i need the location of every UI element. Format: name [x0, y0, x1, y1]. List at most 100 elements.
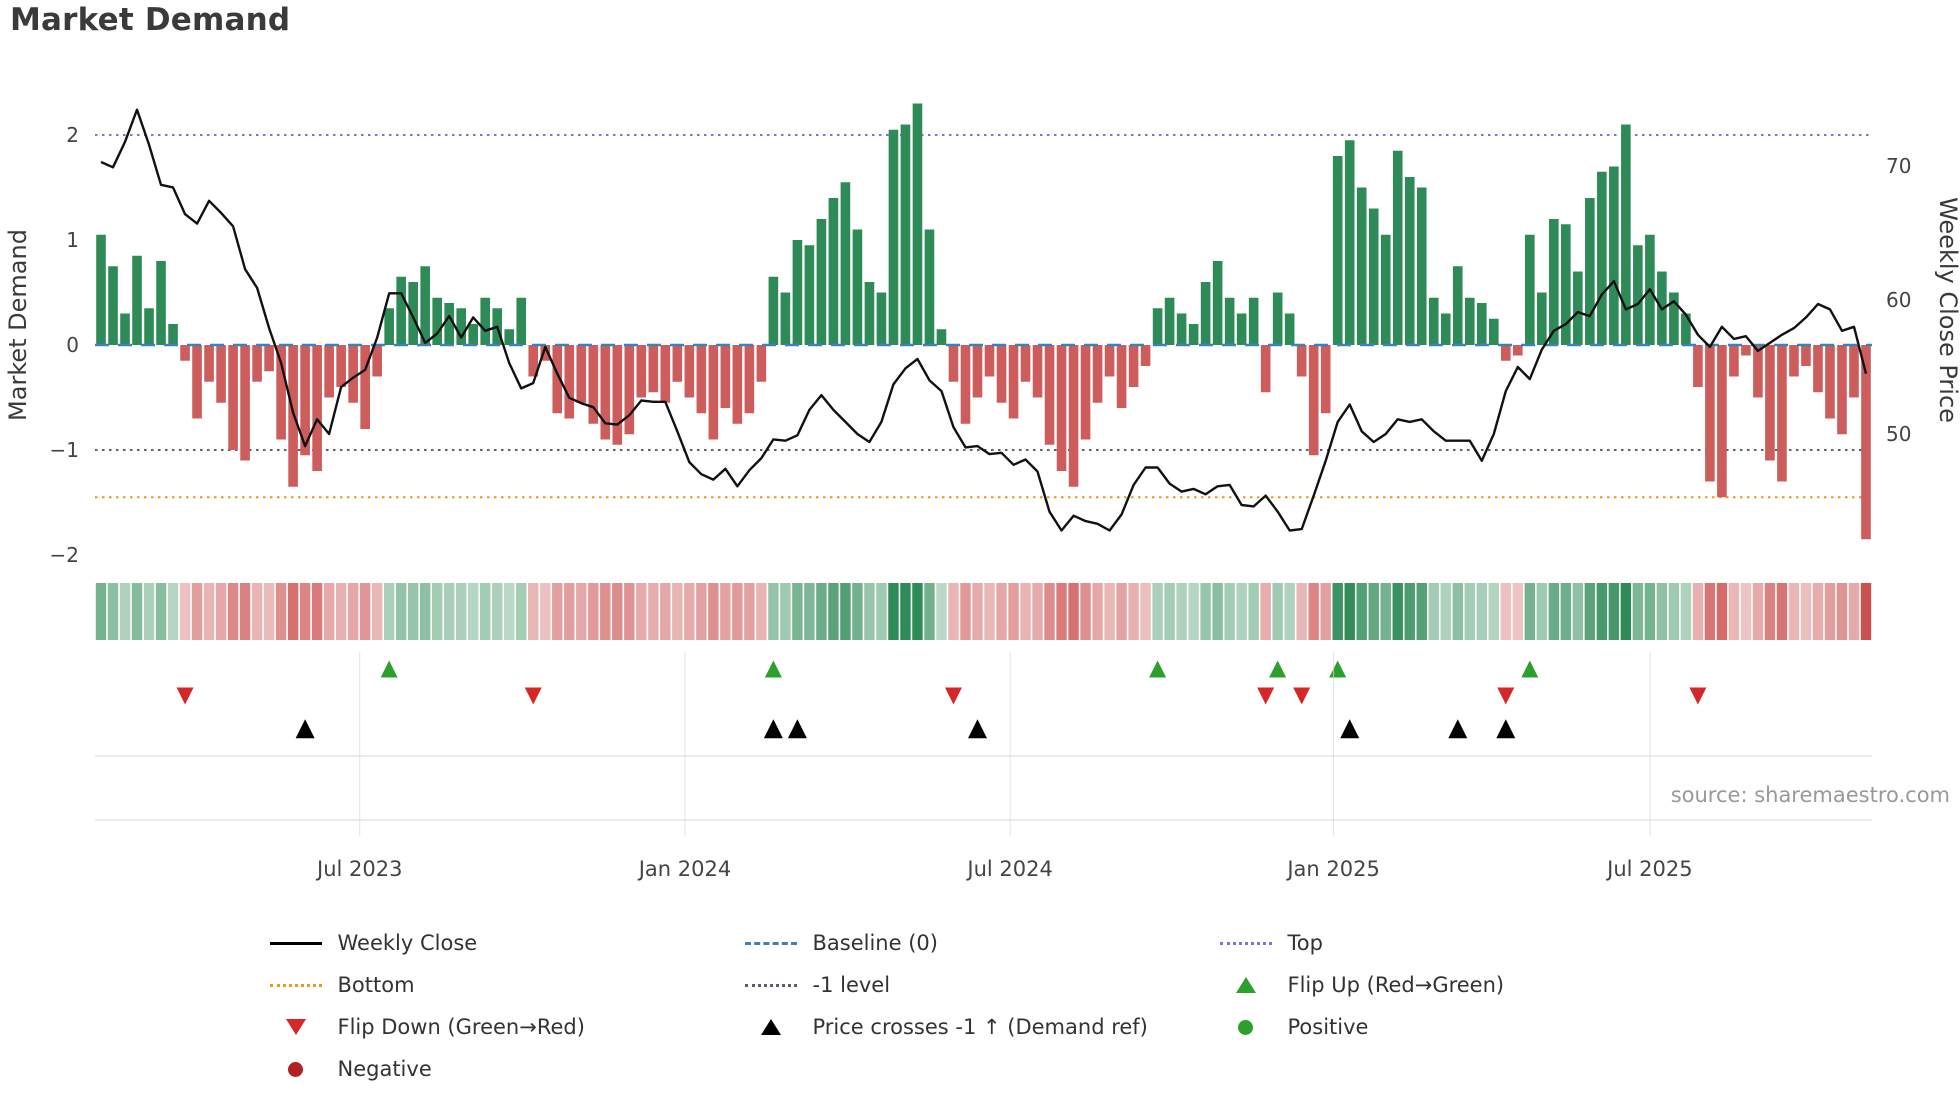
price-crosses-1-demand-ref-icon [743, 1018, 799, 1036]
top-icon [1218, 941, 1274, 945]
y-axis-label-left: Market Demand [4, 229, 32, 421]
y-tick-label-left: 0 [66, 333, 79, 357]
demand-bar-negative [1705, 345, 1715, 482]
heatmap-cell [299, 583, 311, 640]
demand-bar-negative [636, 345, 647, 398]
demand-bar-negative [1849, 345, 1859, 398]
demand-bar-positive [1597, 171, 1607, 345]
heatmap-cell [143, 583, 155, 640]
heatmap-cell [960, 583, 971, 640]
demand-bar-positive [120, 313, 130, 345]
demand-bar-negative [300, 345, 310, 456]
heatmap-cell [684, 583, 695, 640]
legend-label: Positive [1287, 1015, 1369, 1039]
demand-bar-positive [1284, 313, 1295, 345]
heatmap-cell [672, 583, 683, 640]
demand-bar-negative [996, 345, 1007, 403]
heatmap-cell [1248, 583, 1259, 640]
demand-bar-positive [864, 282, 875, 345]
x-tick-label: Jul 2023 [315, 857, 402, 881]
heatmap-cell [1380, 583, 1391, 640]
heatmap-cell [1260, 583, 1271, 640]
heatmap-cell [480, 583, 491, 640]
heatmap-cell [407, 583, 419, 640]
legend-label: Flip Down (Green→Red) [337, 1015, 585, 1039]
legend-label: Flip Up (Red→Green) [1287, 973, 1505, 997]
y-axis-label-right: Weekly Close Price [1934, 197, 1960, 423]
demand-bar-negative [1765, 345, 1775, 461]
heatmap-cell [1152, 583, 1163, 640]
demand-bar-negative [1837, 345, 1847, 435]
demand-bar-negative [972, 345, 983, 398]
price-cross-marker-icon [787, 719, 807, 739]
flip-down-marker-icon [176, 687, 194, 705]
heatmap-cell [371, 583, 383, 640]
x-tick-label: Jan 2025 [1285, 857, 1380, 881]
legend-label: Price crosses -1 ↑ (Demand ref) [812, 1015, 1148, 1039]
heatmap-cell [552, 583, 563, 640]
heatmap-cell [744, 583, 755, 640]
flip-down-green-red-icon [268, 1018, 324, 1036]
flip-down-marker-icon [1293, 687, 1311, 705]
demand-bar-negative [312, 345, 322, 471]
demand-bar-positive [816, 219, 827, 345]
heatmap-cell [1608, 583, 1620, 640]
demand-bar-positive [468, 324, 479, 345]
demand-bar-positive [1476, 303, 1487, 345]
demand-bar-negative [252, 345, 262, 382]
demand-bar-negative [1729, 345, 1739, 377]
demand-bar-negative [372, 345, 382, 377]
demand-bar-negative [1008, 345, 1019, 419]
heatmap-cell [876, 583, 887, 640]
lower-panel-grid [95, 652, 1872, 836]
heatmap-cell [1224, 583, 1235, 640]
demand-bar-positive [96, 234, 106, 345]
legend-item-positive: Positive [1218, 1012, 1693, 1042]
price-cross-marker-icon [295, 719, 315, 739]
baseline-0-icon [743, 941, 799, 945]
heatmap-cell [1032, 583, 1043, 640]
reference-lines [95, 134, 1872, 499]
heatmap-cell [1428, 583, 1439, 640]
demand-bar-positive [924, 229, 935, 345]
demand-bar-positive [1537, 292, 1547, 345]
demand-bar-negative [264, 345, 274, 372]
demand-bar-negative [1260, 345, 1271, 393]
heatmap-cell [1680, 583, 1692, 640]
heatmap-cell [1632, 583, 1644, 640]
demand-bar-positive [780, 292, 791, 345]
heatmap-cell [95, 583, 107, 640]
demand-bar-positive [444, 303, 455, 345]
heatmap-cell [516, 583, 527, 640]
y-tick-label-left: −1 [50, 438, 79, 462]
heatmap-cell [1668, 583, 1680, 640]
demand-bar-negative [1056, 345, 1067, 471]
heatmap-cell [179, 583, 191, 640]
heatmap-cell [696, 583, 707, 640]
demand-bar-positive [156, 261, 166, 345]
demand-bar-negative [228, 345, 238, 450]
demand-bar-negative [744, 345, 755, 414]
demand-bar-negative [1296, 345, 1307, 377]
heatmap-cell [1800, 583, 1812, 640]
demand-bar-positive [1561, 224, 1571, 345]
flip-up-marker-icon [380, 660, 398, 678]
legend-grid: Weekly Close Baseline (0) Top Bottom -1 leve… [268, 928, 1693, 1084]
x-tick-label: Jul 2024 [965, 857, 1052, 881]
heatmap-cell [1392, 583, 1403, 640]
demand-bar-positive [1392, 150, 1403, 345]
heatmap-cell [564, 583, 575, 640]
demand-bar-positive [144, 308, 154, 345]
flip-down-marker-icon [1689, 687, 1707, 705]
negative-icon [268, 1061, 324, 1077]
heatmap-cell [1572, 583, 1584, 640]
heatmap-cell [1824, 583, 1836, 640]
heatmap-cell [1656, 583, 1668, 640]
heatmap-cell [1488, 583, 1499, 640]
demand-bar-negative [720, 345, 731, 408]
heatmap-cell [1236, 583, 1247, 640]
demand-bar-negative [1128, 345, 1139, 387]
x-tick-label: Jan 2024 [637, 857, 732, 881]
flip-up-marker-icon [1521, 660, 1539, 678]
